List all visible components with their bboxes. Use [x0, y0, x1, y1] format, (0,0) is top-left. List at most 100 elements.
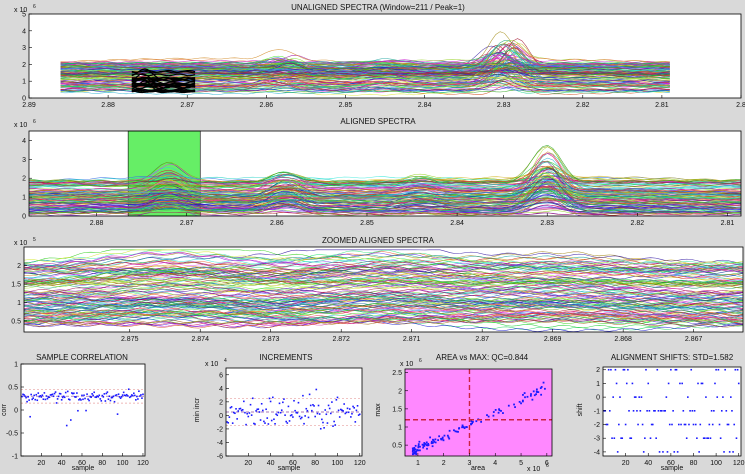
shift-point	[639, 410, 642, 412]
shift-point	[645, 368, 647, 371]
area-max-point	[412, 449, 415, 451]
zoomed-spectrum-line	[23, 251, 744, 275]
area-max-point	[433, 440, 436, 443]
shift-point	[684, 423, 687, 426]
shift-point	[653, 410, 655, 412]
incr-point	[254, 423, 256, 425]
incr-point	[337, 409, 340, 412]
shift-point	[732, 451, 734, 453]
area-max-point	[536, 391, 538, 393]
corr-point	[94, 396, 96, 398]
aligned-ytick-label: 1	[22, 195, 26, 202]
incr-point	[235, 408, 237, 410]
zoomed-xtick-label: 2.871	[403, 336, 421, 343]
shift-ytick-label: -2	[594, 422, 600, 429]
exponent-power-aligned: 6	[33, 119, 36, 125]
corr-point	[127, 388, 130, 391]
shift-point	[647, 382, 650, 385]
area-max-point	[540, 393, 543, 396]
shift-point	[620, 437, 622, 439]
area-max-point	[418, 440, 421, 443]
shift-point	[631, 382, 634, 385]
corr-point	[27, 396, 29, 398]
corr-point	[141, 397, 143, 399]
corr-point	[25, 396, 27, 399]
exponent-y-power-area-max: 6	[419, 358, 422, 364]
guides-increments	[226, 398, 362, 426]
incr-ytick-label: 6	[219, 372, 223, 379]
area-max-xtick-label: 4	[493, 460, 497, 467]
corr-point	[81, 394, 83, 397]
zoomed-spectrum-line	[23, 250, 744, 275]
aligned-ytick-label: 4	[22, 138, 26, 145]
shift-point	[706, 437, 708, 439]
zoomed-spectrum-line	[23, 311, 744, 323]
incr-point	[342, 410, 344, 412]
corr-point	[140, 394, 142, 396]
unaligned-xtick-label: 2.88	[101, 102, 115, 109]
incr-point	[304, 415, 306, 417]
corr-point	[115, 394, 118, 396]
unaligned-xtick-label: 2.83	[497, 102, 511, 109]
shift-point	[728, 451, 731, 453]
unaligned-selected-spectrum	[131, 73, 196, 77]
xticks-correlation: 20 40 60 80 100 120	[37, 453, 149, 467]
corr-xtick-label: 120	[137, 460, 149, 467]
zoomed-spectrum-line	[23, 303, 744, 315]
area-max-point	[421, 443, 424, 446]
area-max-point	[411, 453, 414, 456]
zoomed-xtick-label: 2.87	[475, 336, 489, 343]
corr-point	[134, 394, 136, 397]
corr-point	[67, 398, 70, 401]
aligned-ytick-label: 3	[22, 157, 26, 164]
corr-point	[122, 391, 125, 394]
incr-point	[312, 403, 314, 406]
aligned-spectrum-line	[28, 192, 742, 199]
shift-point	[676, 451, 679, 453]
shift-point	[615, 382, 618, 385]
unaligned-spectrum-line	[60, 76, 670, 82]
shift-point	[715, 368, 717, 371]
incr-point	[357, 414, 360, 416]
area-max-point	[463, 427, 466, 430]
incr-point	[308, 393, 311, 396]
incr-point	[259, 419, 262, 421]
shift-xtick-label: 120	[733, 460, 745, 467]
corr-point	[21, 395, 23, 398]
corr-point	[40, 396, 43, 398]
zoomed-ytick-label: 1.5	[11, 281, 21, 288]
area-max-point	[413, 446, 416, 449]
area-max-point	[542, 381, 545, 384]
shift-point	[687, 396, 689, 398]
area-max-xtick-label: 3	[468, 460, 472, 467]
ylabel-correlation: corr	[1, 403, 8, 416]
corr-point	[91, 393, 93, 395]
incr-point	[237, 410, 240, 412]
shift-point	[619, 396, 621, 398]
area-max-point	[539, 387, 542, 390]
incr-point	[233, 411, 235, 414]
shift-point	[667, 382, 670, 385]
points-area-max	[411, 381, 546, 456]
incr-point	[328, 407, 331, 410]
area-max-point	[417, 445, 420, 447]
corr-point	[35, 393, 38, 396]
zoomed-spectrum-line	[23, 264, 744, 275]
unaligned-xtick-label: 2.89	[22, 102, 36, 109]
incr-point	[251, 397, 254, 400]
frame-unaligned	[28, 13, 742, 99]
title-zoomed: ZOOMED ALIGNED SPECTRA	[322, 236, 435, 245]
exponent-aligned: x 10	[14, 122, 27, 129]
incr-point	[338, 416, 341, 418]
area-max-point	[502, 412, 504, 414]
xlabel-shifts: sample	[661, 465, 684, 472]
incr-ytick-label: -6	[217, 454, 223, 461]
area-max-point	[414, 444, 417, 447]
corr-point	[114, 394, 117, 397]
incr-point	[305, 407, 308, 410]
corr-ytick-label: -1	[12, 454, 18, 461]
corr-point	[83, 394, 85, 397]
incr-point	[299, 417, 302, 420]
area-max-point	[425, 444, 428, 447]
corr-point	[77, 409, 79, 412]
